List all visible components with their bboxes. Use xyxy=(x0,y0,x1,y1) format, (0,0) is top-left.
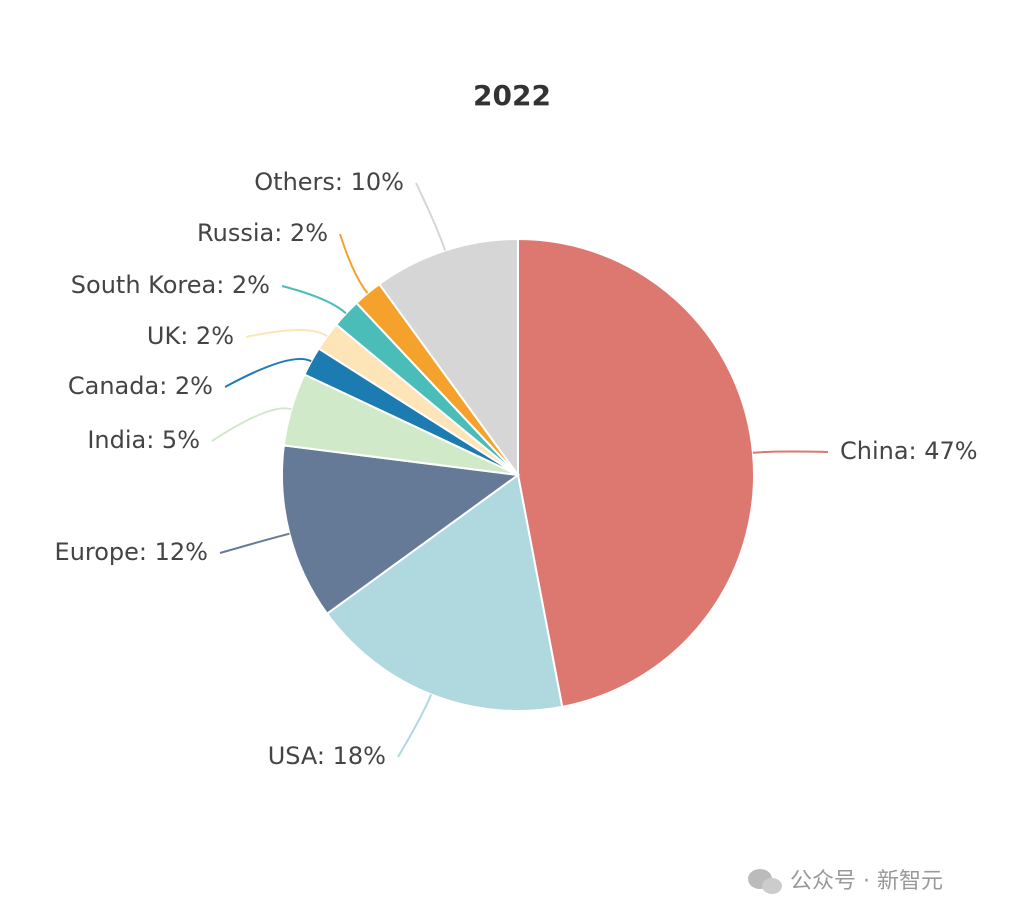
leader-line xyxy=(211,407,292,442)
watermark-icon xyxy=(748,869,782,894)
chart-title: 2022 xyxy=(473,79,551,112)
data-label: Europe: 12% xyxy=(55,538,208,566)
leader-line xyxy=(339,233,369,294)
data-label: Others: 10% xyxy=(254,168,404,196)
leader-line xyxy=(245,328,328,338)
data-label: China: 47% xyxy=(840,437,978,465)
watermark: 公众号 · 新智元 xyxy=(790,869,943,894)
data-label: Canada: 2% xyxy=(68,372,213,400)
leader-line xyxy=(281,285,347,315)
pie-slice xyxy=(517,237,755,708)
pie-slice xyxy=(281,444,521,616)
data-label: USA: 18% xyxy=(268,742,386,770)
data-label: Russia: 2% xyxy=(197,219,328,247)
data-label: UK: 2% xyxy=(147,322,234,350)
pie-slice xyxy=(377,237,519,479)
leader-line xyxy=(415,182,447,251)
leader-line xyxy=(224,357,312,388)
leader-line xyxy=(397,694,433,758)
data-label: India: 5% xyxy=(87,426,200,454)
leader-line xyxy=(752,450,829,454)
data-label: South Korea: 2% xyxy=(71,271,270,299)
pie-slice xyxy=(325,473,564,712)
leader-line xyxy=(219,532,290,554)
